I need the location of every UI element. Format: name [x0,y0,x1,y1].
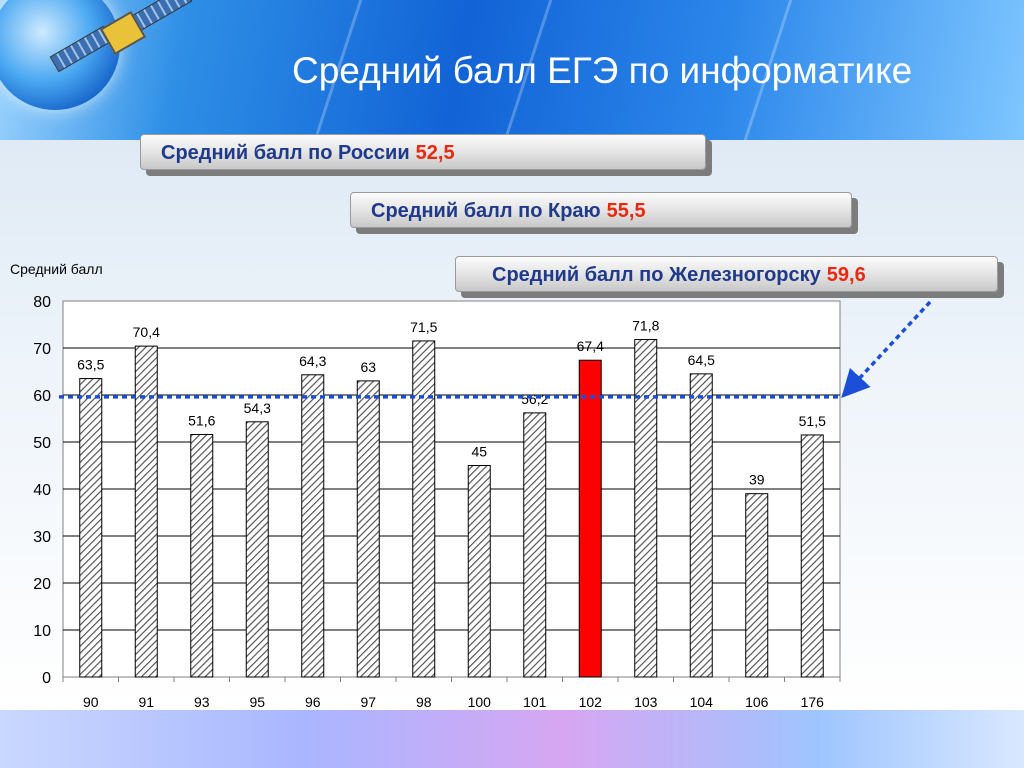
badge-krai-value: 55,5 [606,200,646,222]
y-tick-label: 40 [33,482,51,499]
data-label: 39 [749,472,765,488]
bar-96 [301,374,325,678]
slide-title: Средний балл ЕГЭ по информатике [292,50,913,91]
x-tick-label: 90 [83,694,99,710]
badge-krai-label: Средний балл по Краю [371,200,601,222]
y-axis-label: Средний балл [10,261,103,277]
y-tick-label: 50 [33,435,51,452]
bar-176 [800,434,824,678]
x-tick-label: 176 [801,694,825,710]
reference-arrow [841,300,932,399]
bar-104 [689,373,713,678]
x-tick-label: 100 [468,694,492,710]
bar-95 [245,421,269,678]
x-tick-label: 95 [249,694,265,710]
data-label: 63 [360,359,376,375]
data-label: 67,4 [577,338,604,354]
y-tick-label: 10 [33,623,51,640]
y-tick-label: 70 [33,341,51,358]
bar-93 [190,433,214,678]
data-label: 56,2 [521,391,548,407]
bar-106 [745,493,769,678]
y-tick-label: 0 [42,670,51,687]
data-label: 64,3 [299,353,326,369]
data-label: 71,8 [632,318,659,334]
x-tick-label: 106 [745,694,769,710]
y-tick-label: 80 [33,294,51,311]
badge-zheleznogorsk: Средний балл по Железногорску 59,6 [455,256,998,292]
x-tick-label: 102 [579,694,603,710]
x-tick-label: 104 [690,694,714,710]
x-tick-label: 91 [138,694,154,710]
x-tick-label: 101 [523,694,547,710]
x-tick-label: 97 [360,694,376,710]
badge-russia-value: 52,5 [415,142,455,164]
bar-91 [134,345,158,678]
data-label: 70,4 [133,324,160,340]
bar-101 [523,412,547,678]
badge-russia: Средний балл по России 52,5 [140,134,706,170]
badge-zheleznogorsk-label: Средний балл по Железногорску [492,264,821,286]
x-tick-label: 103 [634,694,658,710]
x-tick-label: 93 [194,694,210,710]
bar-97 [356,380,380,678]
badge-krai: Средний балл по Краю 55,5 [350,192,852,228]
bar-chart: 0 10 20 30 40 50 60 70 80 63,5 90 70,4 91 51,6 93 54,3… [33,294,932,710]
x-tick-label: 96 [305,694,321,710]
badge-zheleznogorsk-value: 59,6 [826,264,866,286]
y-tick-label: 20 [33,576,51,593]
data-label: 64,5 [688,352,715,368]
bar-98 [412,340,436,678]
data-label: 45 [471,444,487,460]
data-label: 71,5 [410,319,437,335]
bar-100 [467,465,491,678]
bar-90 [79,378,103,678]
header-background [0,0,1024,140]
footer-background [0,710,1024,768]
x-tick-label: 98 [416,694,432,710]
data-label: 63,5 [77,357,104,373]
data-label: 51,5 [799,413,826,429]
data-label: 51,6 [188,412,215,428]
y-tick-label: 30 [33,529,51,546]
y-tick-label: 60 [33,388,51,405]
data-label: 54,3 [244,400,271,416]
bar-103 [634,339,658,678]
bar-102 [578,359,602,678]
badge-russia-label: Средний балл по России [161,142,410,164]
